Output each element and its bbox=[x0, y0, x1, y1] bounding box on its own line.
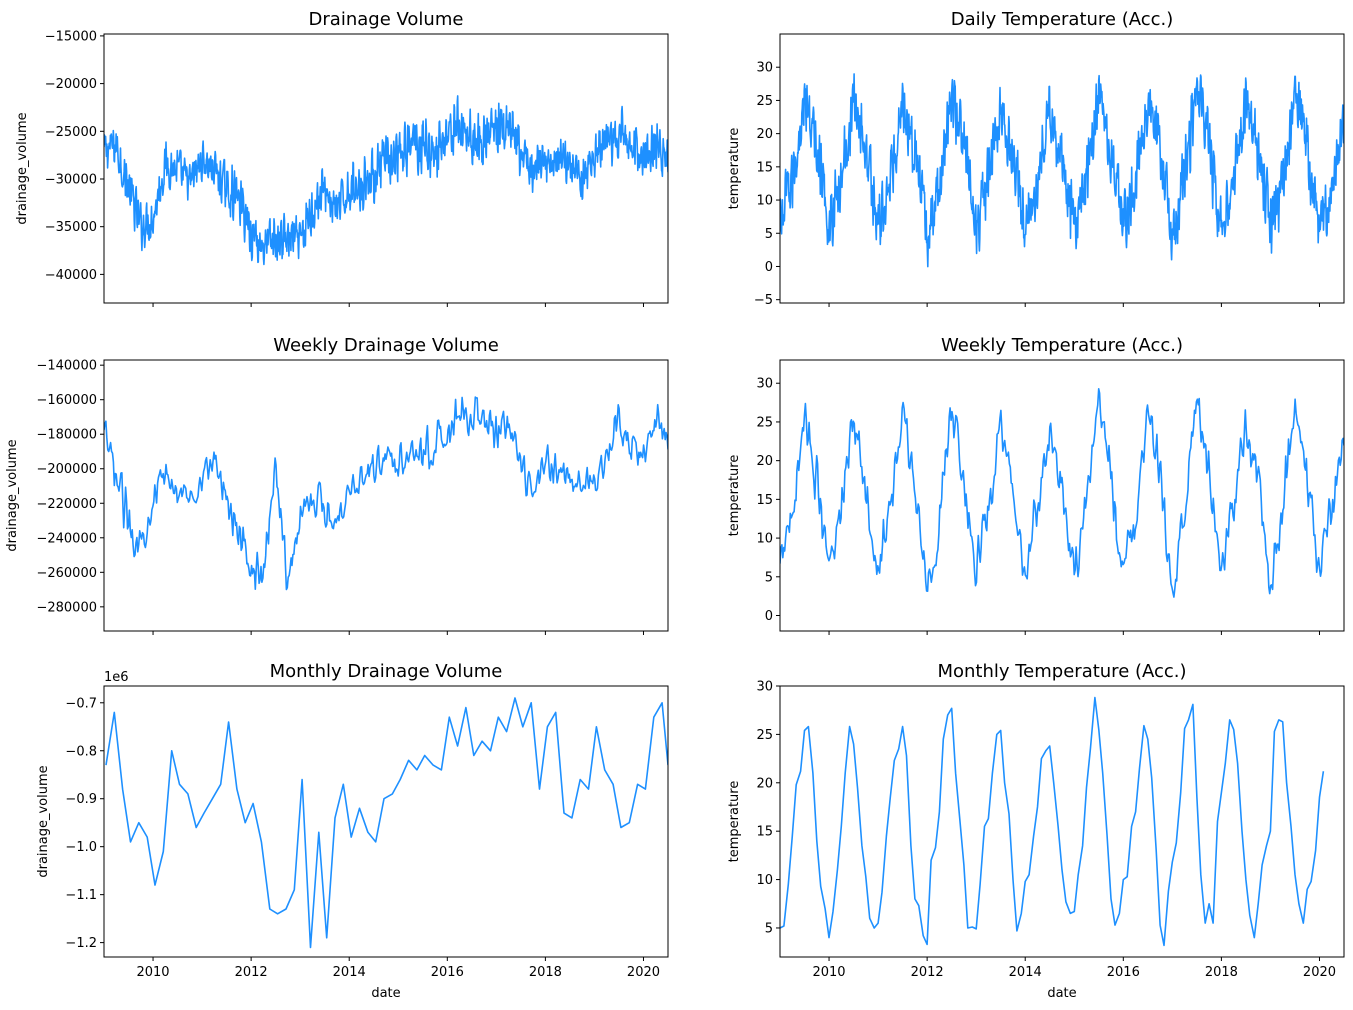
x-tick-label: 2010 bbox=[812, 965, 845, 980]
axes-frame bbox=[103, 359, 669, 632]
y-tick-label: −280000 bbox=[36, 600, 97, 615]
series-line bbox=[104, 396, 668, 591]
axis-offset-label: 1e6 bbox=[104, 670, 129, 685]
y-tick-label: 10 bbox=[756, 532, 773, 547]
y-tick-label: 15 bbox=[756, 493, 773, 508]
y-tick-label: −20000 bbox=[45, 77, 97, 92]
y-tick-label: 25 bbox=[756, 728, 773, 743]
y-tick-label: −0.8 bbox=[65, 744, 97, 759]
y-tick-label: −5 bbox=[754, 293, 773, 308]
axes-frame bbox=[779, 33, 1345, 304]
y-tick-label: −35000 bbox=[45, 220, 97, 235]
chart-panel-2: Daily Temperature (Acc.) 30 25 20 15 10 5 0 −5 te… bbox=[727, 9, 1345, 308]
y-tick-label: 20 bbox=[756, 776, 773, 791]
y-tick-label: −40000 bbox=[45, 268, 97, 283]
y-tick-label: 10 bbox=[756, 873, 773, 888]
series-line bbox=[780, 696, 1325, 947]
y-tick-label: 30 bbox=[756, 377, 773, 392]
x-tick-label: 2012 bbox=[235, 965, 268, 980]
y-tick-label: 0 bbox=[765, 260, 773, 275]
y-tick-label: −200000 bbox=[36, 462, 97, 477]
chart-title: Monthly Drainage Volume bbox=[270, 661, 503, 682]
y-tick-label: 30 bbox=[756, 61, 773, 76]
chart-panel-6: Monthly Temperature (Acc.) 30 25 20 15 10 5 201… bbox=[727, 661, 1345, 1001]
x-tick-label: 2016 bbox=[431, 965, 464, 980]
y-tick-label: 25 bbox=[756, 94, 773, 109]
axes-frame bbox=[779, 359, 1345, 632]
chart-title: Weekly Drainage Volume bbox=[273, 335, 499, 356]
chart-title: Daily Temperature (Acc.) bbox=[951, 9, 1174, 30]
y-tick-label: 5 bbox=[765, 921, 773, 936]
y-tick-label: −0.7 bbox=[65, 696, 97, 711]
series-line bbox=[780, 73, 1344, 268]
chart-panel-5: Monthly Drainage Volume −0.7 −0.8 −0.9 −1.0 −… bbox=[36, 661, 669, 1001]
series-line bbox=[105, 697, 668, 949]
y-tick-label: 5 bbox=[765, 570, 773, 585]
y-tick-label: −0.9 bbox=[65, 792, 97, 807]
y-tick-label: −1.1 bbox=[65, 888, 97, 903]
y-tick-label: −220000 bbox=[36, 497, 97, 512]
x-tick-label: 2016 bbox=[1107, 965, 1140, 980]
series-line bbox=[780, 387, 1344, 598]
x-tick-label: 2020 bbox=[627, 965, 660, 980]
y-tick-label: 0 bbox=[765, 609, 773, 624]
x-tick-label: 2020 bbox=[1303, 965, 1336, 980]
x-axis-label: date bbox=[1047, 986, 1076, 1001]
x-tick-label: 2014 bbox=[1009, 965, 1042, 980]
x-tick-label: 2018 bbox=[529, 965, 562, 980]
y-tick-label: −25000 bbox=[45, 125, 97, 140]
y-tick-label: 15 bbox=[756, 825, 773, 840]
y-tick-label: 5 bbox=[765, 227, 773, 242]
y-axis-label: drainage_volume bbox=[36, 765, 51, 877]
y-tick-label: −180000 bbox=[36, 428, 97, 443]
axes-frame bbox=[103, 33, 669, 304]
y-tick-label: 20 bbox=[756, 454, 773, 469]
y-tick-label: 15 bbox=[756, 160, 773, 175]
chart-panel-1: Drainage Volume −15000 −20000 −25000 −30000 −… bbox=[15, 9, 669, 307]
y-tick-label: 20 bbox=[756, 127, 773, 142]
y-tick-label: −30000 bbox=[45, 172, 97, 187]
x-tick-label: 2012 bbox=[911, 965, 944, 980]
y-tick-label: −15000 bbox=[45, 29, 97, 44]
axes-frame bbox=[779, 685, 1345, 958]
x-axis-label: date bbox=[371, 986, 400, 1001]
x-tick-label: 2010 bbox=[136, 965, 169, 980]
y-tick-label: −1.0 bbox=[65, 840, 97, 855]
chart-title: Drainage Volume bbox=[309, 9, 464, 30]
series-line bbox=[104, 95, 668, 266]
y-axis-label: temperature bbox=[727, 781, 742, 863]
chart-panel-4: Weekly Temperature (Acc.) 30 25 20 15 10 5 0 tem… bbox=[727, 335, 1345, 635]
axes-frame bbox=[103, 685, 669, 958]
chart-title: Weekly Temperature (Acc.) bbox=[941, 335, 1183, 356]
x-tick-label: 2014 bbox=[333, 965, 366, 980]
y-tick-label: −260000 bbox=[36, 566, 97, 581]
y-axis-label: temperature bbox=[727, 455, 742, 537]
x-tick-label: 2018 bbox=[1205, 965, 1238, 980]
chart-panel-3: Weekly Drainage Volume −140000 −160000 −180… bbox=[5, 335, 669, 635]
y-tick-label: −140000 bbox=[36, 359, 97, 374]
y-axis-label: drainage_volume bbox=[5, 439, 20, 551]
y-axis-label: temperature bbox=[727, 128, 742, 210]
y-tick-label: −240000 bbox=[36, 531, 97, 546]
chart-title: Monthly Temperature (Acc.) bbox=[937, 661, 1186, 682]
y-tick-label: 30 bbox=[756, 680, 773, 695]
y-tick-label: −1.2 bbox=[65, 936, 97, 951]
y-tick-label: 25 bbox=[756, 415, 773, 430]
y-axis-label: drainage_volume bbox=[15, 112, 30, 224]
y-tick-label: −160000 bbox=[36, 393, 97, 408]
y-tick-label: 10 bbox=[756, 194, 773, 209]
